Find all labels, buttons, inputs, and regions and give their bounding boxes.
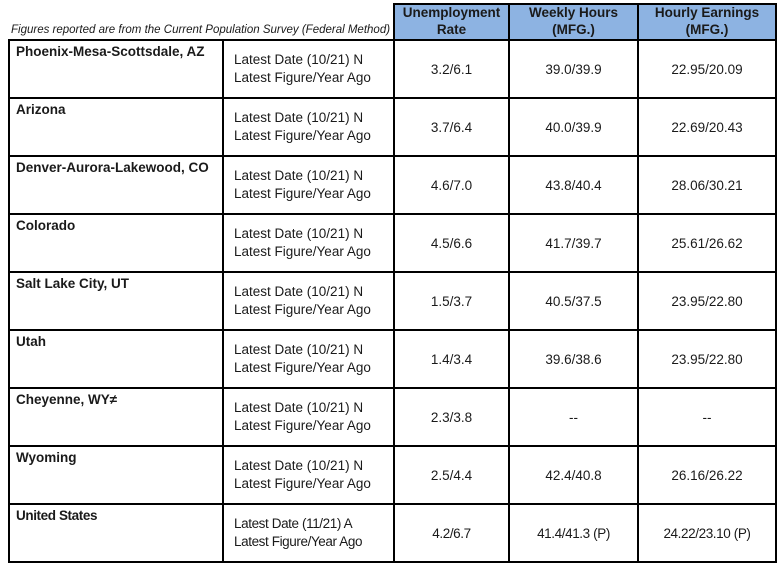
latest-figure-label: Latest Figure/Year Ago [234,418,371,433]
region-name: United States [8,503,224,563]
weekly-hours-value: 40.5/37.5 [508,271,639,331]
weekly-hours-value: 39.6/38.6 [508,329,639,389]
unemployment-rate-value: 1.4/3.4 [393,329,510,389]
region-name: Cheyenne, WY≠ [8,387,224,447]
weekly-hours-value: 42.4/40.8 [508,445,639,505]
row-measure-labels: Latest Date (10/21) N Latest Figure/Year… [222,445,395,505]
row-measure-labels: Latest Date (10/21) N Latest Figure/Year… [222,213,395,273]
hourly-earnings-value: 22.95/20.09 [637,39,777,99]
unemployment-rate-value: 4.2/6.7 [393,503,510,563]
hourly-earnings-value: -- [637,387,777,447]
unemployment-rate-value: 2.3/3.8 [393,387,510,447]
weekly-hours-value: -- [508,387,639,447]
latest-date-label: Latest Date (10/21) N [234,458,364,473]
unemployment-rate-value: 1.5/3.7 [393,271,510,331]
unemployment-rate-value: 2.5/4.4 [393,445,510,505]
region-name: Arizona [8,97,224,157]
table-row-colorado: Colorado Latest Date (10/21) N Latest Fi… [8,213,777,273]
table-row-denver: Denver-Aurora-Lakewood, CO Latest Date (… [8,155,777,215]
table-row-wyoming: Wyoming Latest Date (10/21) N Latest Fig… [8,445,777,505]
weekly-hours-value: 43.8/40.4 [508,155,639,215]
region-name: Wyoming [8,445,224,505]
latest-figure-label: Latest Figure/Year Ago [234,70,371,85]
source-note: Figures reported are from the Current Po… [11,24,391,36]
hourly-earnings-value: 26.16/26.22 [637,445,777,505]
unemployment-rate-value: 3.7/6.4 [393,97,510,157]
latest-date-label: Latest Date (10/21) N [234,168,364,183]
region-name: Denver-Aurora-Lakewood, CO [8,155,224,215]
table-row-arizona: Arizona Latest Date (10/21) N Latest Fig… [8,97,777,157]
row-measure-labels: Latest Date (10/21) N Latest Figure/Year… [222,387,395,447]
weekly-hours-value: 41.7/39.7 [508,213,639,273]
labor-statistics-sheet: Figures reported are from the Current Po… [8,3,777,563]
unemployment-rate-value: 3.2/6.1 [393,39,510,99]
row-measure-labels: Latest Date (10/21) N Latest Figure/Year… [222,329,395,389]
row-measure-labels: Latest Date (11/21) A Latest Figure/Year… [222,503,395,563]
labor-statistics-table: Figures reported are from the Current Po… [8,3,777,563]
latest-date-label: Latest Date (10/21) N [234,284,364,299]
hourly-earnings-value: 28.06/30.21 [637,155,777,215]
hourly-earnings-value: 24.22/23.10 (P) [637,503,777,563]
latest-figure-label: Latest Figure/Year Ago [234,534,363,549]
latest-date-label: Latest Date (10/21) N [234,342,364,357]
latest-figure-label: Latest Figure/Year Ago [234,360,371,375]
table-row-united-states: United States Latest Date (11/21) A Late… [8,503,777,563]
latest-date-label: Latest Date (10/21) N [234,226,364,241]
latest-figure-label: Latest Figure/Year Ago [234,128,371,143]
region-name: Colorado [8,213,224,273]
row-measure-labels: Latest Date (10/21) N Latest Figure/Year… [222,271,395,331]
region-name: Phoenix-Mesa-Scottsdale, AZ [8,39,224,99]
column-header-hourly-earnings: Hourly Earnings (MFG.) [637,3,777,41]
column-header-weekly-hours: Weekly Hours (MFG.) [508,3,639,41]
header-row: Figures reported are from the Current Po… [9,3,777,41]
latest-figure-label: Latest Figure/Year Ago [234,186,371,201]
weekly-hours-value: 40.0/39.9 [508,97,639,157]
table-row-salt-lake-city: Salt Lake City, UT Latest Date (10/21) N… [8,271,777,331]
latest-date-label: Latest Date (10/21) N [234,110,364,125]
hourly-earnings-value: 22.69/20.43 [637,97,777,157]
source-note-cell: Figures reported are from the Current Po… [9,4,394,40]
table-row-cheyenne: Cheyenne, WY≠ Latest Date (10/21) N Late… [8,387,777,447]
column-header-unemployment-rate: Unemployment Rate [393,3,510,41]
unemployment-rate-value: 4.6/7.0 [393,155,510,215]
latest-figure-label: Latest Figure/Year Ago [234,302,371,317]
hourly-earnings-value: 25.61/26.62 [637,213,777,273]
region-name: Utah [8,329,224,389]
weekly-hours-value: 41.4/41.3 (P) [508,503,639,563]
table-row-utah: Utah Latest Date (10/21) N Latest Figure… [8,329,777,389]
latest-date-label: Latest Date (10/21) N [234,52,364,67]
row-measure-labels: Latest Date (10/21) N Latest Figure/Year… [222,97,395,157]
hourly-earnings-value: 23.95/22.80 [637,329,777,389]
row-measure-labels: Latest Date (10/21) N Latest Figure/Year… [222,39,395,99]
unemployment-rate-value: 4.5/6.6 [393,213,510,273]
weekly-hours-value: 39.0/39.9 [508,39,639,99]
latest-figure-label: Latest Figure/Year Ago [234,476,371,491]
latest-figure-label: Latest Figure/Year Ago [234,244,371,259]
latest-date-label: Latest Date (10/21) N [234,400,364,415]
latest-date-label: Latest Date (11/21) A [234,516,353,531]
row-measure-labels: Latest Date (10/21) N Latest Figure/Year… [222,155,395,215]
region-name: Salt Lake City, UT [8,271,224,331]
table-row-phoenix: Phoenix-Mesa-Scottsdale, AZ Latest Date … [8,39,777,99]
hourly-earnings-value: 23.95/22.80 [637,271,777,331]
